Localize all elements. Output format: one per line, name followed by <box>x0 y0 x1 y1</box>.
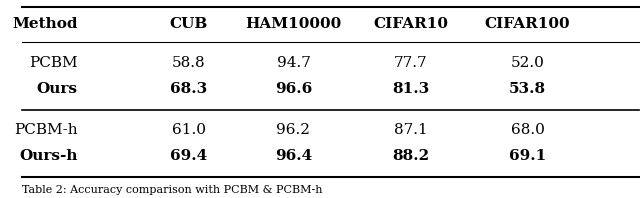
Text: 96.4: 96.4 <box>275 149 312 163</box>
Text: Method: Method <box>12 17 77 31</box>
Text: 87.1: 87.1 <box>394 123 428 137</box>
Text: 58.8: 58.8 <box>172 56 205 70</box>
Text: 53.8: 53.8 <box>509 82 546 96</box>
Text: CIFAR10: CIFAR10 <box>373 17 448 31</box>
Text: CUB: CUB <box>170 17 208 31</box>
Text: Table 2: Accuracy comparison with PCBM & PCBM-h: Table 2: Accuracy comparison with PCBM &… <box>22 185 323 195</box>
Text: Ours: Ours <box>36 82 77 96</box>
Text: 81.3: 81.3 <box>392 82 429 96</box>
Text: 68.3: 68.3 <box>170 82 207 96</box>
Text: CIFAR100: CIFAR100 <box>485 17 570 31</box>
Text: HAM10000: HAM10000 <box>245 17 342 31</box>
Text: 69.4: 69.4 <box>170 149 207 163</box>
Text: 69.1: 69.1 <box>509 149 547 163</box>
Text: PCBM-h: PCBM-h <box>14 123 77 137</box>
Text: 52.0: 52.0 <box>511 56 545 70</box>
Text: 96.6: 96.6 <box>275 82 312 96</box>
Text: 68.0: 68.0 <box>511 123 545 137</box>
Text: 77.7: 77.7 <box>394 56 428 70</box>
Text: 88.2: 88.2 <box>392 149 429 163</box>
Text: PCBM: PCBM <box>29 56 77 70</box>
Text: 61.0: 61.0 <box>172 123 205 137</box>
Text: 96.2: 96.2 <box>276 123 310 137</box>
Text: 94.7: 94.7 <box>276 56 310 70</box>
Text: Ours-h: Ours-h <box>19 149 77 163</box>
